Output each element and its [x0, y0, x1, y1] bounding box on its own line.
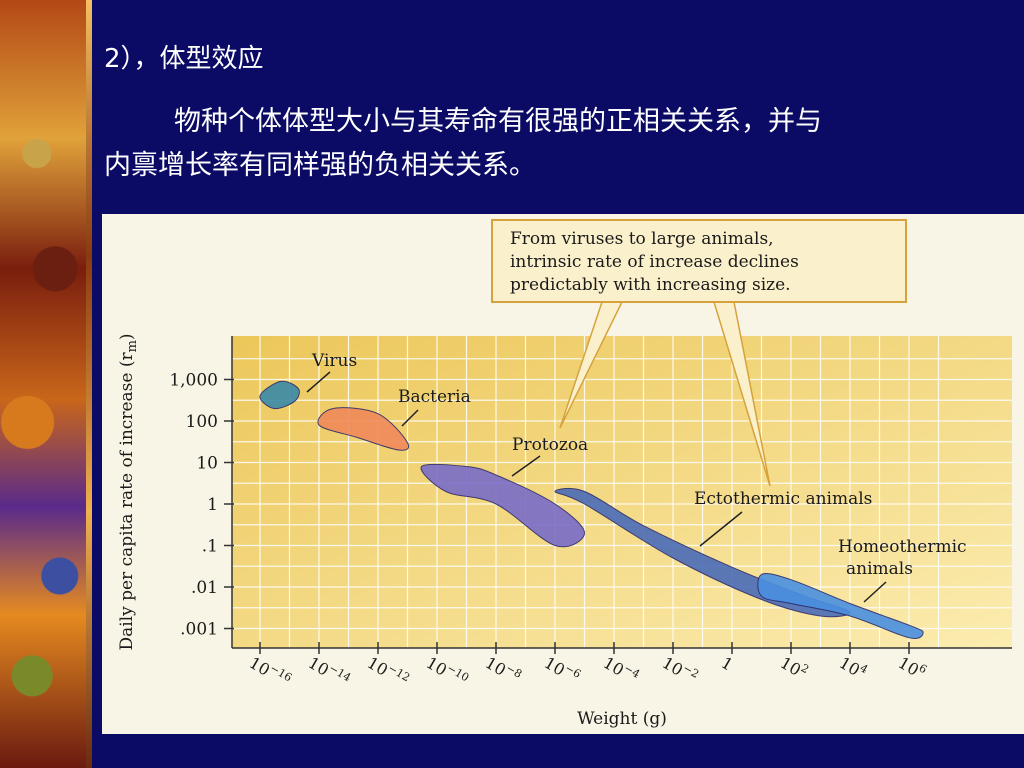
leader-line-bacteria [401, 409, 419, 427]
x-tick-exponent: −14 [327, 661, 354, 684]
x-tick-base: 10 [364, 653, 391, 680]
x-tick-label-text: 10−2 [659, 651, 701, 687]
region-label-homeothermic: Homeothermic [838, 537, 967, 557]
x-tick-exponent: −16 [268, 661, 295, 684]
x-tick-label-text: 10−8 [482, 651, 524, 687]
region-bacteria [317, 407, 410, 451]
y-axis-label-subscript: m [125, 340, 140, 352]
x-tick-label: 1 [718, 653, 736, 675]
x-tick-base: 10 [777, 653, 804, 680]
body-line-1: 物种个体体型大小与其寿命有很强的正相关关系，并与 [104, 100, 1004, 144]
x-tick-label-text: 104 [836, 651, 870, 683]
x-tick-base: 10 [659, 653, 686, 680]
x-tick-label-text: 10−6 [541, 651, 583, 687]
x-tick-label-text: 10−16 [246, 651, 294, 691]
callout-line-2: intrinsic rate of increase declines [510, 252, 799, 272]
x-tick-base: 10 [423, 653, 450, 680]
region-label-protozoa: Protozoa [512, 435, 588, 455]
leader-line-homeothermic [863, 581, 887, 603]
x-tick-label-text: 106 [895, 651, 929, 683]
region-label-homeothermic: animals [846, 559, 913, 579]
body-line-1-text: 物种个体体型大小与其寿命有很强的正相关关系，并与 [174, 106, 822, 137]
x-tick-exponent: −10 [445, 661, 472, 684]
leader-line-protozoa [511, 455, 541, 477]
x-axis-label: Weight (g) [577, 709, 667, 729]
callout-box-frame [491, 219, 907, 303]
x-tick-label-text: 10−10 [423, 651, 471, 691]
decorative-sidebar [0, 0, 92, 768]
x-tick-exponent: −12 [386, 661, 413, 684]
x-tick-base: 10 [600, 653, 627, 680]
callout-line-3: predictably with increasing size. [510, 275, 791, 295]
y-axis-label: Daily per capita rate of increase (rm) [117, 333, 140, 650]
x-tick-label-text: 1 [718, 653, 736, 675]
region-homeothermic [757, 572, 924, 639]
x-tick-label-text: 102 [777, 651, 811, 683]
y-tick-label: 1 [207, 495, 218, 515]
x-tick-base: 1 [718, 653, 736, 675]
body-line-2: 内禀增长率有同样强的负相关关系。 [104, 150, 536, 181]
x-tick-label: 10−12 [364, 651, 412, 691]
x-tick-base: 10 [836, 653, 863, 680]
y-axis-label-text: Daily per capita rate of increase (r [117, 352, 137, 651]
x-tick-base: 10 [895, 653, 922, 680]
x-tick-base: 10 [246, 653, 273, 680]
x-tick-label: 102 [777, 651, 811, 683]
figure-svg: Virus Bacteria Protozoa Ectothermic animals… [117, 219, 1012, 729]
leader-line-virus [306, 371, 331, 393]
x-tick-label: 10−16 [246, 651, 294, 691]
x-tick-label: 10−2 [659, 651, 701, 687]
x-tick-label: 106 [895, 651, 929, 683]
x-tick-label: 104 [836, 651, 870, 683]
data-regions: Virus Bacteria Protozoa Ectothermic animals… [259, 351, 967, 639]
x-tick-label-text: 10−12 [364, 651, 412, 691]
x-tick-label: 10−4 [600, 651, 642, 687]
callout-box: From viruses to large animals, intrinsic… [491, 219, 907, 303]
y-axis-label-close: ) [117, 333, 137, 340]
leader-line-ectothermic [699, 511, 743, 547]
x-tick-base: 10 [305, 653, 332, 680]
region-label-ectothermic: Ectothermic animals [694, 489, 872, 509]
size-vs-growth-figure: Virus Bacteria Protozoa Ectothermic animals… [102, 214, 1024, 734]
slide-title: 2），体型效应 [104, 44, 264, 74]
x-tick-base: 10 [482, 653, 509, 680]
y-tick-label: 10 [196, 454, 218, 474]
x-tick-base: 10 [541, 653, 568, 680]
y-tick-label: 1,000 [169, 371, 218, 391]
x-tick-label: 10−14 [305, 651, 353, 691]
decorative-sidebar-edge [86, 0, 92, 768]
slide-body: 物种个体体型大小与其寿命有很强的正相关关系，并与 内禀增长率有同样强的负相关关系… [104, 100, 1004, 188]
y-tick-label: 100 [186, 412, 218, 432]
x-tick-label: 10−8 [482, 651, 524, 687]
region-protozoa [420, 463, 586, 548]
region-label-virus: Virus [311, 351, 357, 371]
callout-line-1: From viruses to large animals, [510, 229, 774, 249]
y-tick-label: .01 [191, 578, 218, 598]
y-tick-label: .1 [202, 537, 218, 557]
y-tick-label: .001 [180, 620, 218, 640]
x-tick-label: 10−6 [541, 651, 583, 687]
x-tick-label: 10−10 [423, 651, 471, 691]
region-virus [259, 380, 300, 410]
region-label-bacteria: Bacteria [398, 387, 471, 407]
x-tick-label-text: 10−4 [600, 651, 642, 687]
x-tick-label-text: 10−14 [305, 651, 353, 691]
plot-area [232, 336, 1012, 648]
